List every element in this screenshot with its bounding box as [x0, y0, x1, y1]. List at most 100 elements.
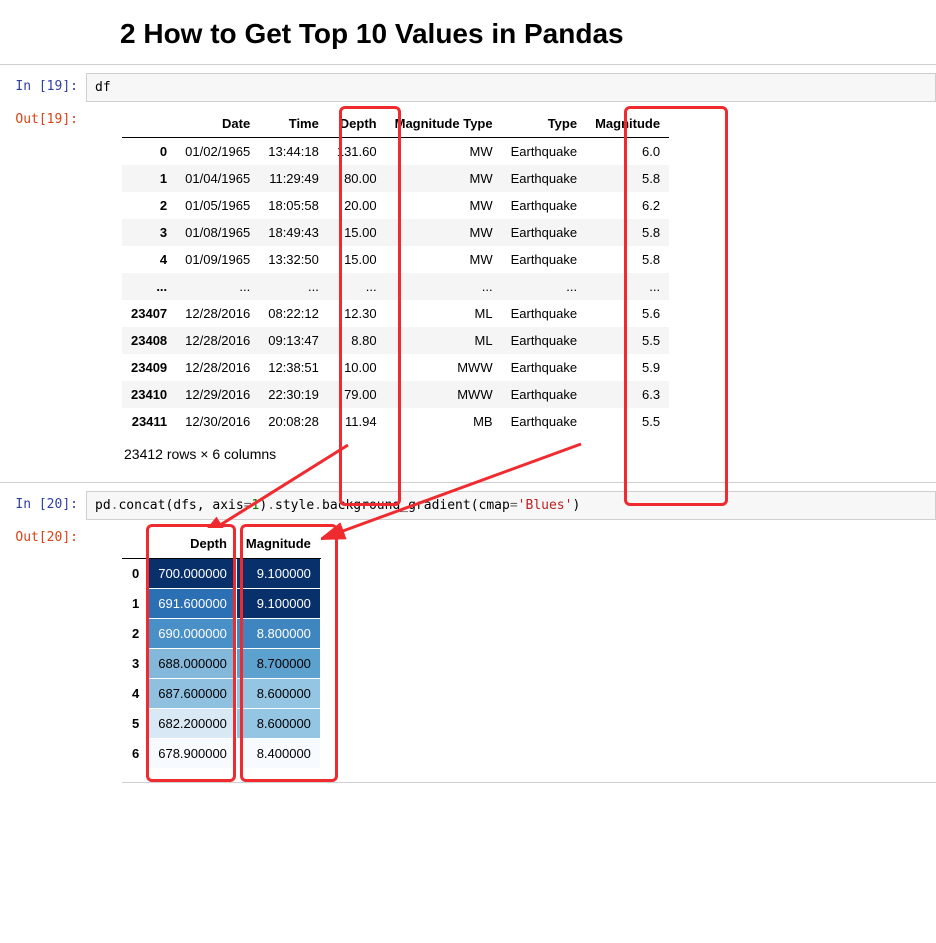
prompt-out-20: Out[20]: [0, 524, 86, 545]
table-row: 401/09/196513:32:5015.00MWEarthquake5.8 [122, 246, 669, 273]
table-row: 101/04/196511:29:4980.00MWEarthquake5.8 [122, 165, 669, 192]
table-cell: 15.00 [328, 219, 386, 246]
table-cell: 23407 [122, 300, 176, 327]
table-cell: 09:13:47 [259, 327, 328, 354]
table-cell: 10.00 [328, 354, 386, 381]
table-cell: 12:38:51 [259, 354, 328, 381]
table-cell: 01/09/1965 [176, 246, 259, 273]
table-row: 1691.6000009.100000 [123, 589, 321, 619]
col-header [122, 110, 176, 138]
table-cell: 1 [122, 165, 176, 192]
table-row: 2340912/28/201612:38:5110.00MWWEarthquak… [122, 354, 669, 381]
col-header [123, 529, 149, 559]
table-cell: 8.800000 [236, 619, 320, 649]
table-cell: Earthquake [502, 327, 587, 354]
dataframe-table-19: DateTimeDepthMagnitude TypeTypeMagnitude… [122, 110, 669, 435]
table-cell: 1 [123, 589, 149, 619]
table-cell: 9.100000 [236, 559, 320, 589]
table-cell: Earthquake [502, 381, 587, 408]
table-cell: 2 [122, 192, 176, 219]
output-19: DateTimeDepthMagnitude TypeTypeMagnitude… [86, 106, 936, 480]
table-cell: 20.00 [328, 192, 386, 219]
table-cell: 8.600000 [236, 679, 320, 709]
table-cell: 5.8 [586, 219, 669, 246]
table-cell: 4 [123, 679, 149, 709]
table-cell: 11.94 [328, 408, 386, 435]
table-row: 2341112/30/201620:08:2811.94MBEarthquake… [122, 408, 669, 435]
col-header: Time [259, 110, 328, 138]
table-cell: 700.000000 [149, 559, 237, 589]
table-cell: MWW [386, 381, 502, 408]
table-cell: Earthquake [502, 408, 587, 435]
table-cell: Earthquake [502, 192, 587, 219]
table-cell: Earthquake [502, 138, 587, 166]
output-20: DepthMagnitude0700.0000009.1000001691.60… [86, 524, 936, 797]
table-cell: MW [386, 192, 502, 219]
cell-20: In [20]: pd.concat(dfs, axis=1).style.ba… [0, 482, 936, 799]
table-row: 2690.0000008.800000 [123, 619, 321, 649]
table-cell: 4 [122, 246, 176, 273]
table-cell: Earthquake [502, 300, 587, 327]
code-input-20[interactable]: pd.concat(dfs, axis=1).style.background_… [86, 491, 936, 520]
table-cell: 5.5 [586, 408, 669, 435]
table-cell: 5.8 [586, 246, 669, 273]
table-cell: ML [386, 327, 502, 354]
table-cell: ... [259, 273, 328, 300]
table-cell: 5.8 [586, 165, 669, 192]
table-row: 4687.6000008.600000 [123, 679, 321, 709]
code-input-19[interactable]: df [86, 73, 936, 102]
table-row: 2341012/29/201622:30:1979.00MWWEarthquak… [122, 381, 669, 408]
section-heading: 2 How to Get Top 10 Values in Pandas [120, 18, 936, 50]
prompt-out-19: Out[19]: [0, 106, 86, 127]
table-cell: 01/02/1965 [176, 138, 259, 166]
table-cell: 23410 [122, 381, 176, 408]
table-cell: 678.900000 [149, 739, 237, 769]
table-row: 2340712/28/201608:22:1212.30MLEarthquake… [122, 300, 669, 327]
table-cell: 8.80 [328, 327, 386, 354]
col-header: Date [176, 110, 259, 138]
table-row: 001/02/196513:44:18131.60MWEarthquake6.0 [122, 138, 669, 166]
col-header: Depth [328, 110, 386, 138]
table-row: 2340812/28/201609:13:478.80MLEarthquake5… [122, 327, 669, 354]
table-cell: 12.30 [328, 300, 386, 327]
table-cell: Earthquake [502, 354, 587, 381]
col-header: Magnitude [236, 529, 320, 559]
table-cell: 01/05/1965 [176, 192, 259, 219]
table-cell: 08:22:12 [259, 300, 328, 327]
table-cell: 0 [123, 559, 149, 589]
table-cell: 3 [122, 219, 176, 246]
col-header: Magnitude [586, 110, 669, 138]
table-row: 3688.0000008.700000 [123, 649, 321, 679]
table-cell: 5.5 [586, 327, 669, 354]
table-cell: 11:29:49 [259, 165, 328, 192]
table-cell: 131.60 [328, 138, 386, 166]
table-cell: 8.700000 [236, 649, 320, 679]
table-cell: 5 [123, 709, 149, 739]
table-row: ..................... [122, 273, 669, 300]
table-cell: 690.000000 [149, 619, 237, 649]
table-row: 5682.2000008.600000 [123, 709, 321, 739]
table-cell: 5.9 [586, 354, 669, 381]
table-cell: 79.00 [328, 381, 386, 408]
table-cell: 682.200000 [149, 709, 237, 739]
table-cell: 12/28/2016 [176, 327, 259, 354]
table-cell: ... [176, 273, 259, 300]
table-cell: 12/28/2016 [176, 300, 259, 327]
table-cell: 12/29/2016 [176, 381, 259, 408]
col-header: Magnitude Type [386, 110, 502, 138]
table-cell: 12/28/2016 [176, 354, 259, 381]
table-cell: 01/04/1965 [176, 165, 259, 192]
table-cell: ... [328, 273, 386, 300]
prompt-in-20: In [20]: [0, 491, 86, 512]
table-cell: 6.0 [586, 138, 669, 166]
table-cell: ML [386, 300, 502, 327]
table-cell: 15.00 [328, 246, 386, 273]
table-cell: 687.600000 [149, 679, 237, 709]
table-cell: 688.000000 [149, 649, 237, 679]
table-cell: Earthquake [502, 219, 587, 246]
table-cell: 0 [122, 138, 176, 166]
table-cell: 6.3 [586, 381, 669, 408]
table-cell: 691.600000 [149, 589, 237, 619]
table-cell: MWW [386, 354, 502, 381]
table-cell: ... [122, 273, 176, 300]
